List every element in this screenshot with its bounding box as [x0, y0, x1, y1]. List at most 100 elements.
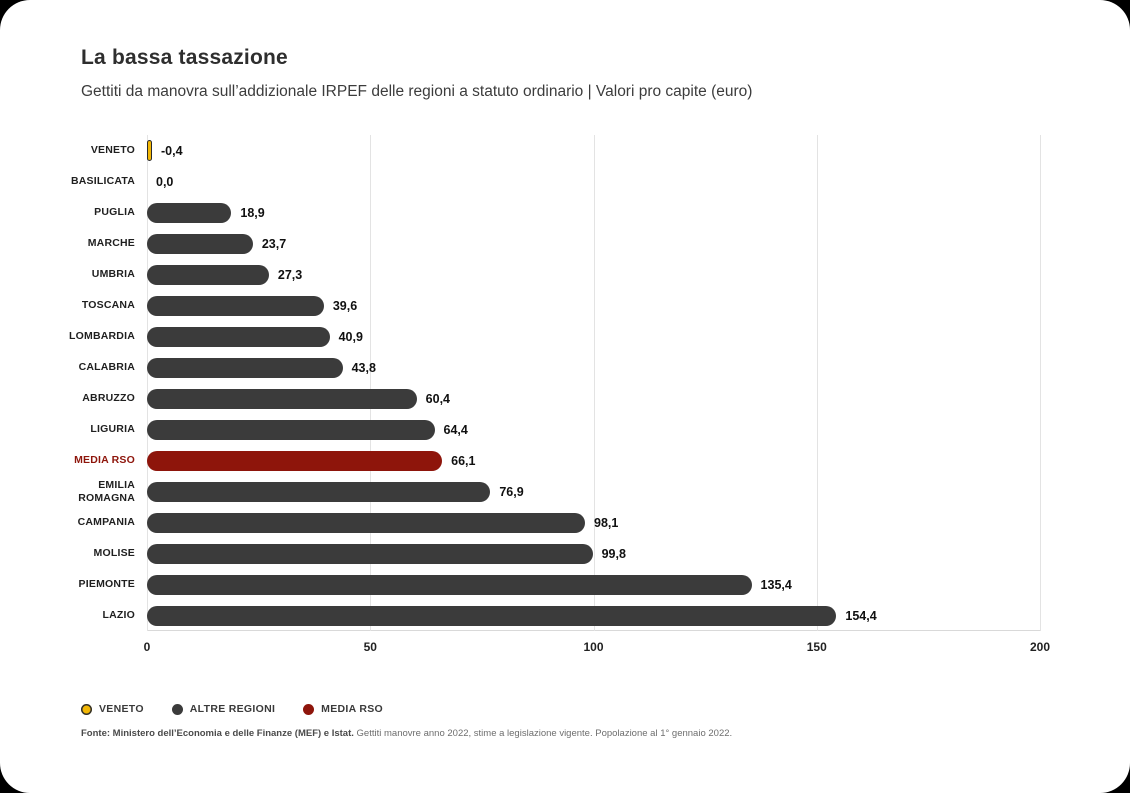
value-label: 98,1: [594, 515, 619, 530]
bar-chart: VENETO -0,4 BASILICATA 0,0 PUGLIA 18,9 MARCHE 2…: [60, 135, 1050, 661]
category-label: VENETO: [90, 144, 135, 157]
legend-dot-icon: [171, 703, 183, 715]
value-label: 66,1: [451, 453, 476, 468]
legend-dot-icon: [303, 703, 315, 715]
bar-row: UMBRIA 27,3: [60, 259, 1040, 290]
bar-row: EMILIA ROMAGNA 76,9: [60, 476, 1040, 507]
bar-campania[interactable]: [147, 512, 586, 533]
x-tick-label: 0: [143, 640, 151, 654]
row-plot: 99,8: [147, 538, 1040, 569]
bar-emilia-romagna[interactable]: [147, 481, 491, 502]
bar-umbria[interactable]: [147, 264, 269, 285]
value-label: -0,4: [161, 143, 183, 158]
value-label: 27,3: [277, 267, 303, 282]
value-label: 99,8: [601, 546, 626, 561]
row-plot: 23,7: [147, 228, 1040, 259]
bar-row: VENETO -0,4: [60, 135, 1040, 166]
bar-piemonte[interactable]: [147, 574, 752, 595]
legend: VENETO ALTRE REGIONI MEDIA RSO: [81, 703, 1130, 715]
category-label: LAZIO: [102, 609, 135, 622]
bar-row: PUGLIA 18,9: [60, 197, 1040, 228]
row-plot: 39,6: [147, 290, 1040, 321]
gridlines: [147, 135, 1041, 631]
bar-abruzzo[interactable]: [147, 388, 417, 409]
category-label: EMILIA ROMAGNA: [78, 479, 135, 504]
legend-label: MEDIA RSO: [321, 703, 383, 715]
bar-veneto[interactable]: [147, 140, 152, 161]
row-plot: 0,0: [147, 166, 1040, 197]
source-bold: Fonte: Ministero dell’Economia e delle F…: [81, 728, 354, 739]
value-label: 18,9: [240, 205, 265, 220]
bar-row: CALABRIA 43,8: [60, 352, 1040, 383]
bar-puglia[interactable]: [147, 202, 232, 223]
gridline: [593, 135, 595, 631]
plot-area: VENETO -0,4 BASILICATA 0,0 PUGLIA 18,9 MARCHE 2…: [60, 135, 1041, 631]
value-label: 39,6: [332, 298, 358, 313]
page-subtitle: Gettiti da manovra sull’addizionale IRPE…: [81, 83, 753, 100]
bar-row: PIEMONTE 135,4: [60, 569, 1040, 600]
value-label: 135,4: [760, 577, 792, 592]
value-label: 40,9: [338, 329, 363, 344]
bar-rows: VENETO -0,4 BASILICATA 0,0 PUGLIA 18,9 MARCHE 2…: [60, 135, 1040, 631]
row-plot: 66,1: [147, 445, 1040, 476]
row-plot: 43,8: [147, 352, 1040, 383]
bar-row: BASILICATA 0,0: [60, 166, 1040, 197]
value-label: 60,4: [425, 391, 451, 406]
x-tick-label: 150: [806, 640, 827, 654]
value-label: 23,7: [261, 236, 287, 251]
row-plot: 64,4: [147, 414, 1040, 445]
gridline: [816, 135, 818, 631]
bar-media-rso[interactable]: [147, 450, 443, 471]
bar-row: CAMPANIA 98,1: [60, 507, 1040, 538]
value-label: 76,9: [499, 484, 524, 499]
category-label: TOSCANA: [81, 299, 135, 312]
category-label: PUGLIA: [94, 206, 135, 219]
legend-item: MEDIA RSO: [303, 703, 383, 715]
row-plot: 98,1: [147, 507, 1040, 538]
category-label: CALABRIA: [78, 361, 135, 374]
legend-dot-icon: [81, 703, 92, 715]
source-rest: Gettiti manovre anno 2022, stime a legis…: [353, 728, 733, 739]
row-plot: 40,9: [147, 321, 1040, 352]
bar-row: ABRUZZO 60,4: [60, 383, 1040, 414]
gridline: [147, 135, 148, 631]
bar-lombardia[interactable]: [147, 326, 330, 347]
bar-molise[interactable]: [147, 543, 593, 564]
row-plot: 27,3: [147, 259, 1040, 290]
bar-liguria[interactable]: [147, 419, 435, 440]
x-tick-label: 100: [583, 640, 604, 654]
bar-lazio[interactable]: [147, 605, 837, 626]
category-label: LIGURIA: [90, 423, 135, 436]
legend-item: VENETO: [81, 703, 144, 715]
category-label: MARCHE: [87, 237, 135, 250]
category-label: MOLISE: [93, 547, 135, 560]
bar-row: MARCHE 23,7: [60, 228, 1040, 259]
legend-item: ALTRE REGIONI: [171, 703, 276, 715]
bar-toscana[interactable]: [147, 295, 324, 316]
bar-row: MOLISE 99,8: [60, 538, 1040, 569]
bar-row: LAZIO 154,4: [60, 600, 1040, 631]
row-plot: 76,9: [147, 476, 1040, 507]
category-label: LOMBARDIA: [69, 330, 135, 343]
value-label: 64,4: [443, 422, 468, 437]
category-label: PIEMONTE: [78, 578, 135, 591]
bar-row: LIGURIA 64,4: [60, 414, 1040, 445]
x-tick-label: 200: [1029, 640, 1051, 654]
value-label: 0,0: [156, 174, 174, 189]
row-plot: -0,4: [147, 135, 1040, 166]
row-plot: 154,4: [147, 600, 1040, 631]
value-label: 154,4: [845, 608, 877, 623]
category-label: MEDIA RSO: [74, 454, 135, 467]
bar-marche[interactable]: [147, 233, 253, 254]
category-label: BASILICATA: [70, 175, 135, 188]
legend-label: VENETO: [99, 703, 144, 715]
row-plot: 60,4: [147, 383, 1040, 414]
legend-label: ALTRE REGIONI: [189, 703, 276, 715]
category-label: UMBRIA: [91, 268, 135, 281]
gridline: [370, 135, 372, 631]
category-label: CAMPANIA: [77, 516, 135, 529]
bar-row: LOMBARDIA 40,9: [60, 321, 1040, 352]
gridline: [1040, 135, 1041, 631]
bar-calabria[interactable]: [147, 357, 343, 378]
